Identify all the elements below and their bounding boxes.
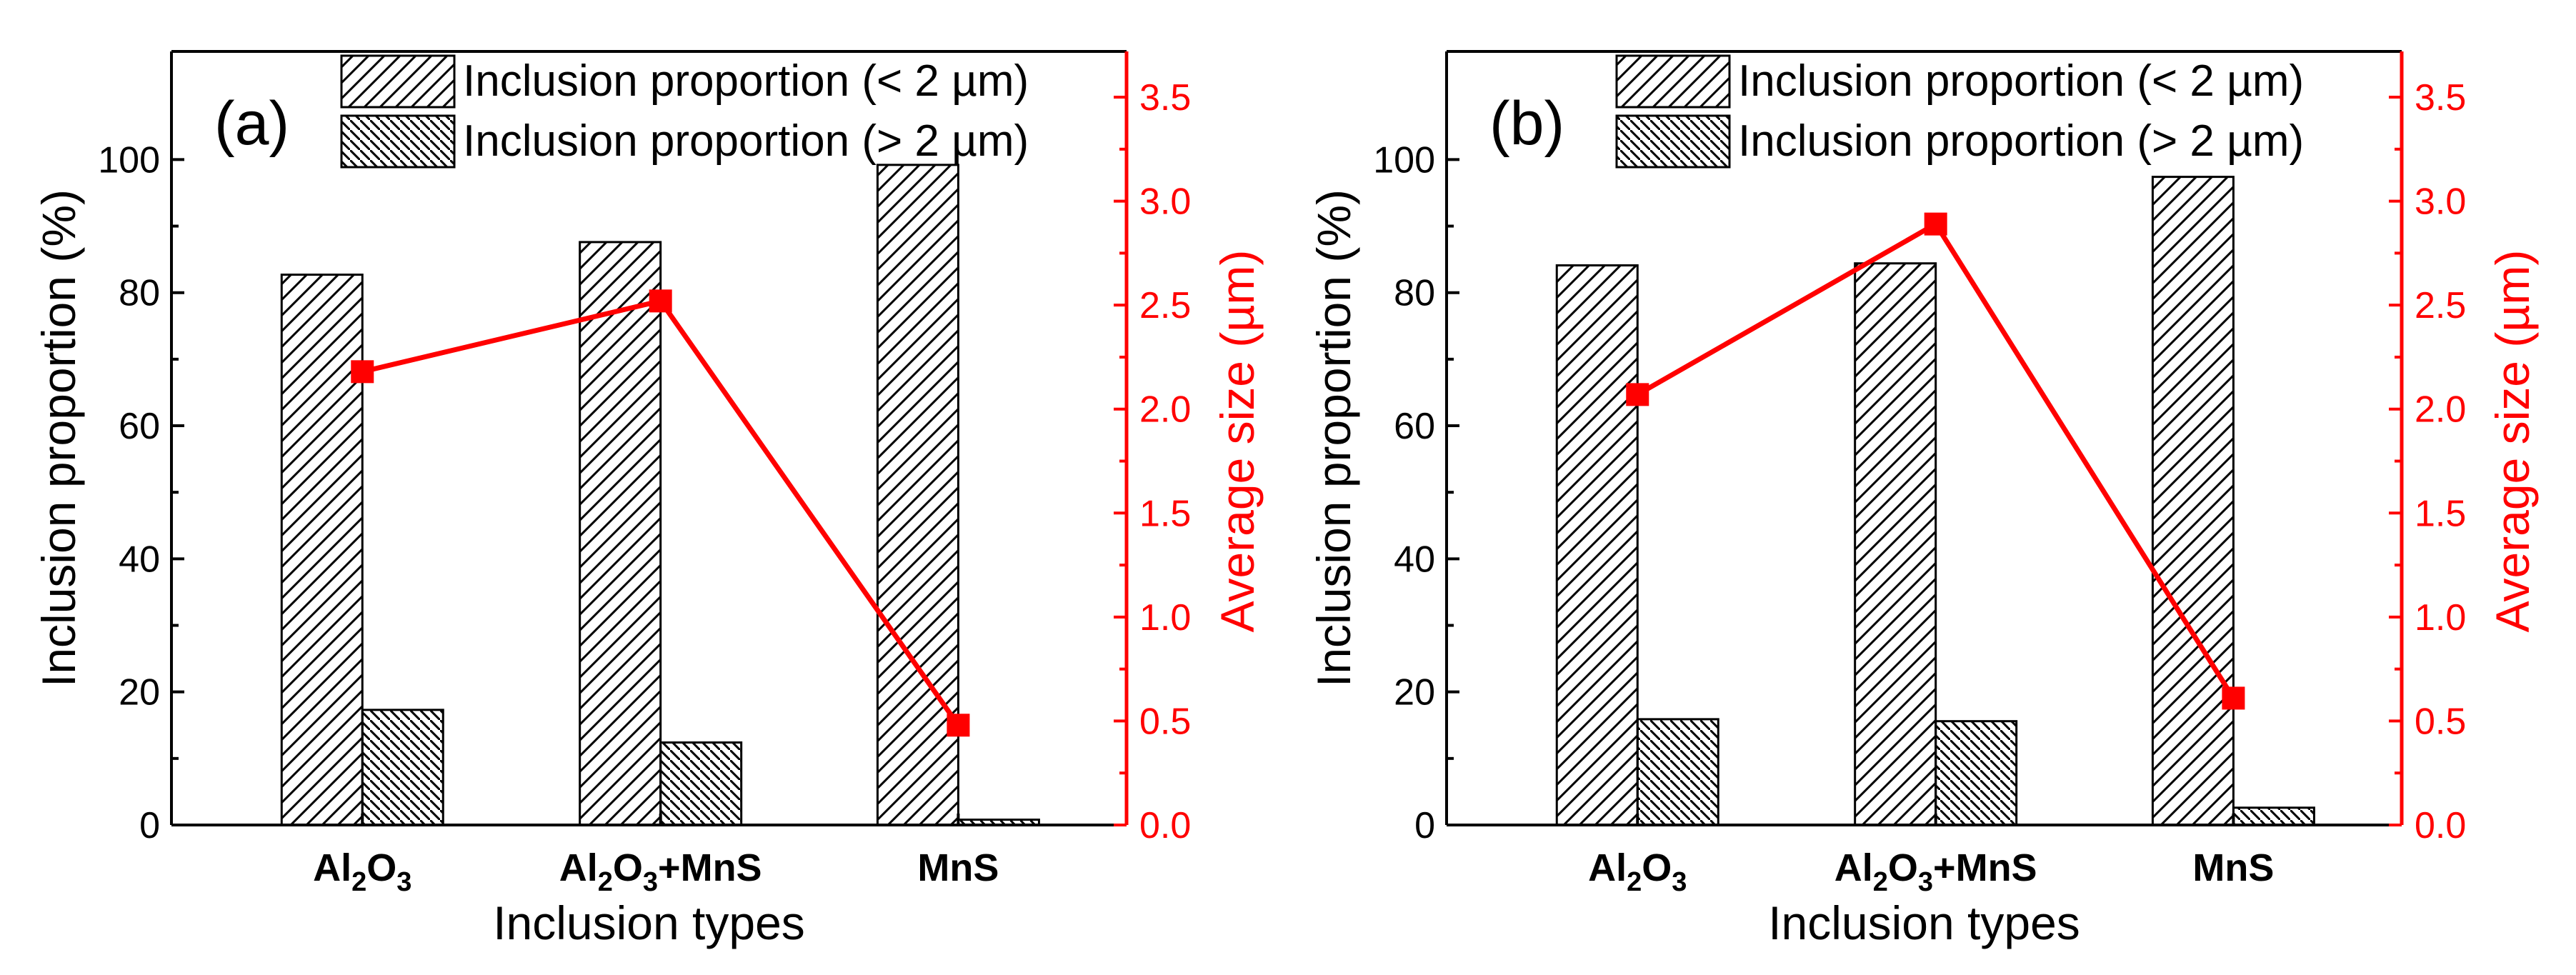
right-tick-label: 2.5 [2415,285,2466,326]
bar-large-inclusions [1636,718,1719,826]
legend-swatch-large [1615,114,1731,169]
right-tick-label: 1.0 [1139,597,1191,639]
legend-swatch-small [1615,54,1731,109]
category-label: Al2O3+MnS [559,846,762,897]
left-tick-label: 60 [119,406,160,447]
right-tick-label: 3.5 [2415,77,2466,119]
average-size-point [1626,383,1649,406]
y-axis-title: Inclusion proportion (%) [32,189,85,687]
right-tick-label: 0.0 [1139,805,1191,846]
right-tick-label: 2.0 [2415,389,2466,431]
chart-panel-a: 0 20 40 60 80 100 0.0 0.5 1.0 1.5 2.0 2.5 3.0 3.5 Al2O… [32,50,1264,949]
category-label: Al2O3+MnS [1834,846,2037,897]
average-size-point [1924,212,1947,236]
bar-small-inclusions [1555,264,1639,826]
right-tick-label: 3.0 [2415,181,2466,223]
category-label: Al2O3 [313,846,411,897]
right-tick-label: 3.0 [1139,181,1191,223]
left-tick-label: 0 [1414,805,1435,846]
average-size-point [351,360,374,384]
right-tick-label: 1.5 [1139,493,1191,534]
category-label: MnS [917,846,999,889]
right-tick-label: 2.5 [1139,285,1191,326]
legend-swatch-small [340,54,456,109]
right-tick-label: 1.0 [2415,597,2466,639]
left-tick-label: 100 [98,139,160,181]
left-tick-label: 80 [1394,273,1435,314]
average-size-point [649,289,672,313]
average-size-point [2222,686,2245,710]
bar-small-inclusions [2151,176,2235,826]
right-tick-label: 0.5 [1139,701,1191,742]
category-label: MnS [2192,846,2274,889]
bar-large-inclusions [1935,720,2018,826]
right-tick-label: 3.5 [1139,77,1191,119]
legend-label-large: Inclusion proportion (> 2 µm) [1738,116,2304,166]
x-axis-title: Inclusion types [1768,896,2080,949]
average-size-point [947,714,970,737]
bar-large-inclusions [2232,806,2315,826]
y-axis-right-title: Average size (µm) [2486,250,2539,633]
legend-label-small: Inclusion proportion (< 2 µm) [1738,56,2304,106]
left-tick-label: 0 [139,805,160,846]
bar-small-inclusions [280,274,364,826]
right-tick-label: 1.5 [2415,493,2466,534]
right-tick-label: 0.0 [2415,805,2466,846]
legend-label-large: Inclusion proportion (> 2 µm) [463,116,1029,166]
panel-label: (a) [214,89,289,158]
bar-large-inclusions [361,709,444,826]
left-tick-label: 40 [119,539,160,580]
legend-swatch-large [340,114,456,169]
bar-small-inclusions [876,164,959,826]
category-label: Al2O3 [1588,846,1687,897]
bar-small-inclusions [1854,262,1937,826]
panel-label: (b) [1489,89,1564,158]
left-tick-label: 80 [119,273,160,314]
left-tick-label: 60 [1394,406,1435,447]
legend-label-small: Inclusion proportion (< 2 µm) [463,56,1029,106]
right-tick-label: 0.5 [2415,701,2466,742]
left-tick-label: 40 [1394,539,1435,580]
left-tick-label: 100 [1373,139,1435,181]
bar-small-inclusions [579,241,662,826]
y-axis-title: Inclusion proportion (%) [1307,189,1360,687]
x-axis-title: Inclusion types [493,896,805,949]
chart-panel-b: 0 20 40 60 80 100 0.0 0.5 1.0 1.5 2.0 2.5 3.0 3.5 Al2O… [1307,50,2539,949]
left-tick-label: 20 [119,672,160,714]
bar-large-inclusions [659,741,743,826]
left-tick-label: 20 [1394,672,1435,714]
right-tick-label: 2.0 [1139,389,1191,431]
y-axis-right-title: Average size (µm) [1211,250,1264,633]
